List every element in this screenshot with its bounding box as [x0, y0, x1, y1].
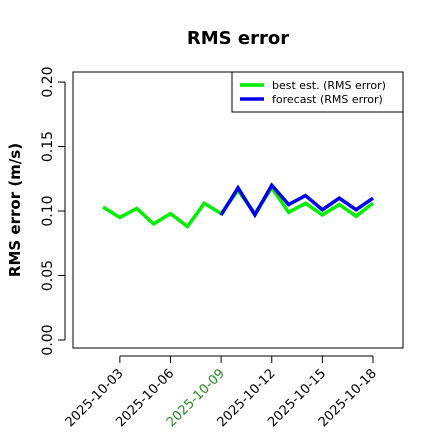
y-tick-label: 0.20 [40, 66, 56, 97]
y-tick-label: 0.15 [40, 131, 56, 162]
chart-title: RMS error [187, 28, 289, 49]
series-line [102, 184, 375, 229]
legend-label: best est. (RMS error) [272, 79, 386, 92]
y-axis-label: RMS error (m/s) [6, 143, 24, 277]
y-tick-label: 0.05 [40, 260, 56, 291]
series-line [219, 182, 374, 219]
legend-label: forecast (RMS error) [272, 93, 383, 106]
y-tick-label: 0.00 [40, 324, 56, 355]
y-tick-label: 0.10 [40, 195, 56, 226]
legend-box [231, 71, 404, 113]
